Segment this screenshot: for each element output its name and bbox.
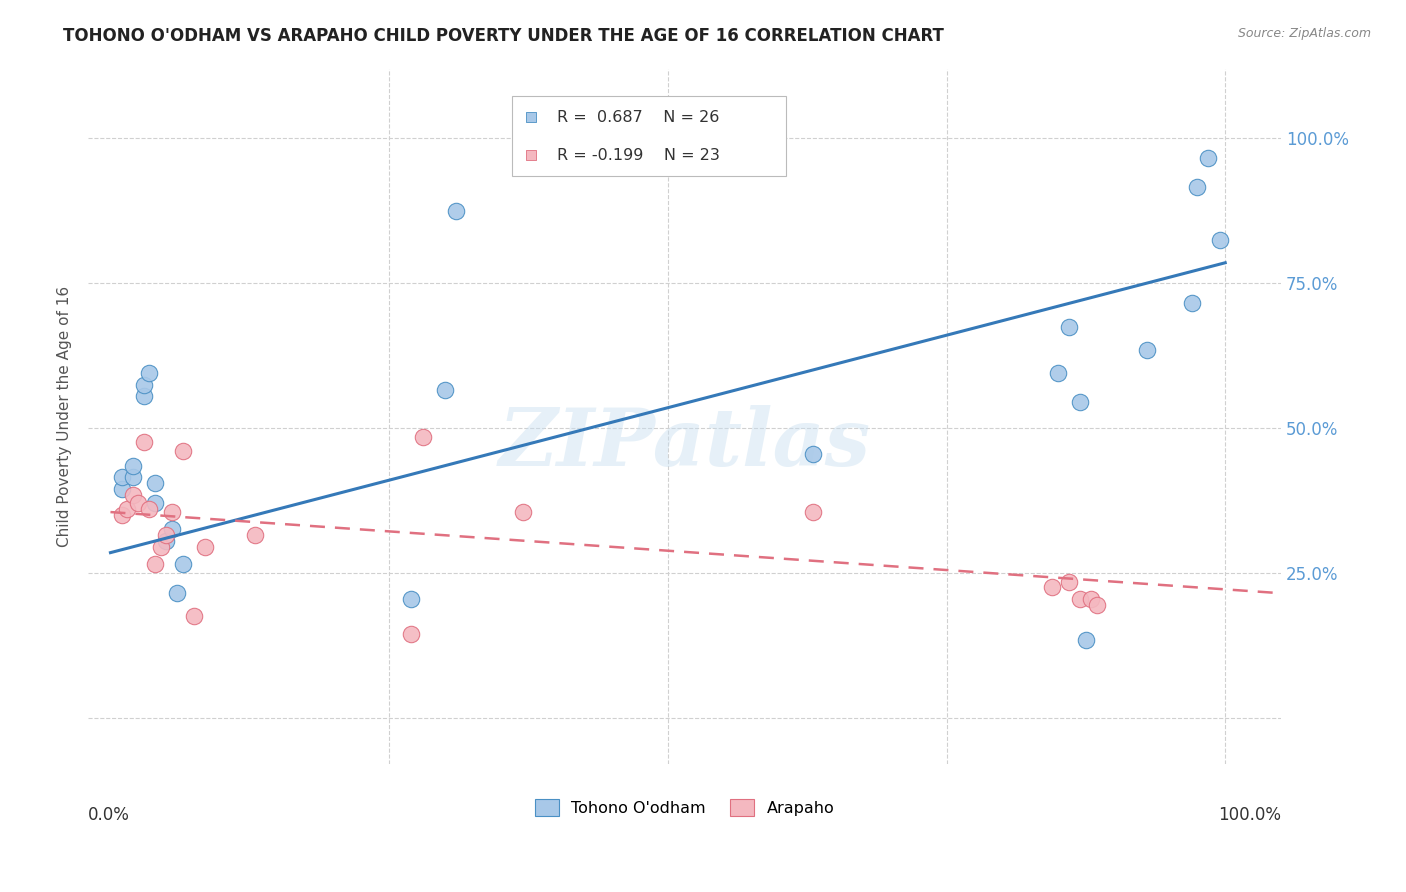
Point <box>110 508 132 522</box>
Point <box>132 435 155 450</box>
Point <box>127 496 149 510</box>
Point <box>155 534 177 549</box>
Y-axis label: Child Poverty Under the Age of 16: Child Poverty Under the Age of 16 <box>58 285 72 547</box>
Point <box>1136 343 1159 357</box>
Point <box>115 502 138 516</box>
Point <box>801 505 824 519</box>
Point <box>1074 632 1097 647</box>
Point <box>138 502 160 516</box>
Text: ZIPatlas: ZIPatlas <box>499 406 870 483</box>
Point <box>110 470 132 484</box>
Point <box>166 586 188 600</box>
Point <box>1085 598 1108 612</box>
Point <box>801 447 824 461</box>
Point <box>143 476 166 491</box>
Point <box>1208 233 1230 247</box>
Point <box>138 366 160 380</box>
Point <box>1057 574 1080 589</box>
Text: 100.0%: 100.0% <box>1218 806 1281 824</box>
Point <box>132 389 155 403</box>
Point <box>1181 296 1204 310</box>
Point <box>433 384 456 398</box>
Point <box>172 558 194 572</box>
Point <box>1046 366 1069 380</box>
Point <box>513 203 536 218</box>
Point <box>160 505 183 519</box>
Text: R = -0.199    N = 23: R = -0.199 N = 23 <box>557 148 720 163</box>
Point <box>143 558 166 572</box>
Text: R =  0.687    N = 26: R = 0.687 N = 26 <box>557 110 720 125</box>
Point <box>1080 592 1102 607</box>
Point <box>121 488 143 502</box>
Legend: Tohono O'odham, Arapaho: Tohono O'odham, Arapaho <box>529 793 841 822</box>
Point <box>121 470 143 484</box>
Point <box>121 458 143 473</box>
Point <box>143 496 166 510</box>
Point <box>194 540 217 554</box>
Point <box>172 444 194 458</box>
Point <box>110 482 132 496</box>
Text: 0.0%: 0.0% <box>89 806 129 824</box>
Point <box>512 505 534 519</box>
Point <box>412 430 434 444</box>
Point <box>132 377 155 392</box>
Point <box>1198 152 1220 166</box>
Point <box>1187 180 1209 194</box>
Point <box>155 528 177 542</box>
Point <box>183 609 205 624</box>
Point <box>401 592 423 607</box>
Point <box>513 171 536 186</box>
Point <box>1042 581 1064 595</box>
Point <box>1057 319 1080 334</box>
Point <box>245 528 267 542</box>
Point <box>1069 592 1091 607</box>
Point <box>444 203 467 218</box>
Point <box>149 540 172 554</box>
FancyBboxPatch shape <box>512 96 786 177</box>
Text: TOHONO O'ODHAM VS ARAPAHO CHILD POVERTY UNDER THE AGE OF 16 CORRELATION CHART: TOHONO O'ODHAM VS ARAPAHO CHILD POVERTY … <box>63 27 945 45</box>
Point <box>401 627 423 641</box>
Point <box>160 523 183 537</box>
Point <box>1069 395 1091 409</box>
Text: Source: ZipAtlas.com: Source: ZipAtlas.com <box>1237 27 1371 40</box>
